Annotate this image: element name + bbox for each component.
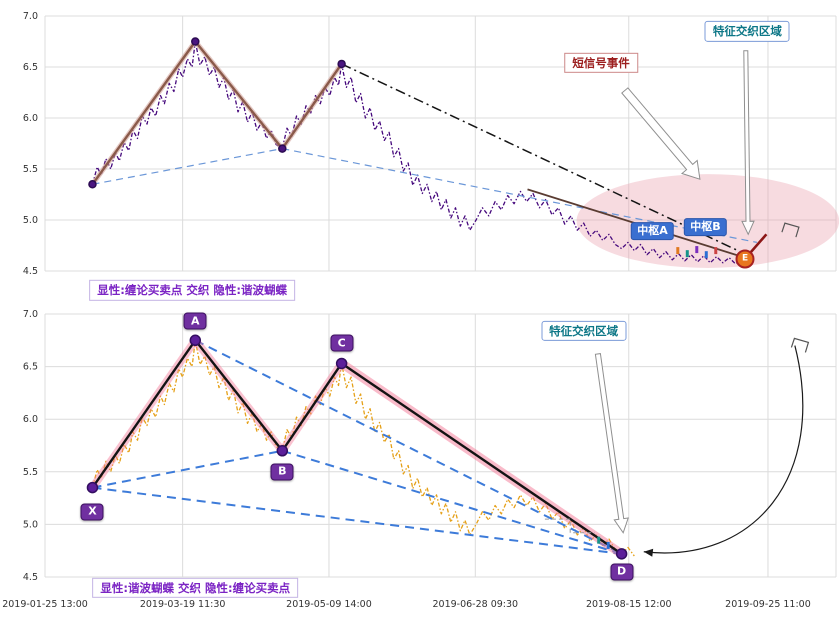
pivot-dot — [337, 59, 346, 69]
curved-pointer-arrow — [643, 345, 804, 554]
dash-bd — [282, 449, 622, 555]
x-tick-label: 2019-08-15 12:00 — [586, 599, 672, 610]
feature-zone-label-bottom: 特征交织区域 — [541, 320, 627, 342]
tiny-signal-mark — [695, 246, 699, 254]
leg-xa — [91, 339, 197, 489]
y-tick-label: 7.0 — [23, 309, 38, 320]
y-tick-label: 5.0 — [23, 519, 38, 530]
blue-guide-2 — [282, 148, 758, 243]
y-tick-label: 5.5 — [23, 467, 38, 478]
point-a-label: A — [183, 312, 207, 330]
y-tick-label: 5.0 — [23, 215, 38, 226]
pivot-dot — [86, 481, 99, 494]
y-tick-label: 4.5 — [23, 266, 38, 277]
leg-cd — [340, 362, 623, 555]
annotation-arrow — [621, 87, 701, 180]
trend-bc — [281, 63, 343, 150]
tiny-signal-mark — [606, 541, 610, 549]
leg-ab — [194, 339, 284, 452]
pivot-dot — [191, 37, 200, 46]
tiny-signal-mark — [597, 536, 601, 544]
short-signal-event-label: 短信号事件 — [564, 52, 638, 74]
dash-xb — [92, 449, 283, 489]
trend-xa — [91, 40, 197, 186]
annotation-arrow — [594, 353, 629, 534]
trend-ab — [194, 40, 284, 150]
pivot-dot — [615, 548, 628, 560]
tiny-signal-mark — [714, 247, 718, 255]
y-tick-label: 4.5 — [23, 572, 38, 583]
pivot-dot — [189, 334, 202, 347]
signal-dashdot — [341, 63, 747, 256]
y-tick-label: 6.5 — [23, 362, 38, 373]
range-bracket-icon — [781, 222, 800, 238]
gridlines — [44, 15, 837, 578]
tiny-signal-mark — [676, 247, 680, 255]
legend-top-note: 显性:缠论买卖点 交织 隐性:谐波蝴蝶 — [89, 280, 295, 301]
point-c-label: C — [330, 334, 354, 352]
price-series-bottom — [91, 339, 635, 557]
tiny-signal-mark — [685, 250, 689, 258]
y-tick-label: 6.0 — [23, 414, 38, 425]
legend-bottom-note: 显性:谐波蝴蝶 交织 隐性:缠论买卖点 — [92, 577, 299, 598]
point-b-label: B — [270, 463, 294, 481]
y-tick-label: 6.5 — [23, 62, 38, 73]
x-tick-label: 2019-06-28 09:30 — [432, 599, 518, 610]
pivot-zone-a-label: 中枢A — [631, 222, 674, 241]
y-tick-label: 7.0 — [23, 11, 38, 22]
tiny-signal-mark — [704, 251, 708, 259]
panel-top — [88, 37, 839, 268]
x-tick-label: 2019-05-09 14:00 — [286, 599, 372, 610]
range-bracket-icon — [790, 337, 810, 353]
feature-zone-label-top: 特征交织区域 — [704, 21, 790, 42]
price-series-top — [91, 40, 746, 265]
point-d-label: D — [610, 563, 634, 581]
curved-arrow-head — [643, 548, 654, 557]
pivot-dot — [278, 144, 287, 153]
panel-bottom — [86, 334, 810, 560]
x-tick-label: 2019-09-25 11:00 — [725, 599, 811, 610]
y-tick-label: 5.5 — [23, 164, 38, 175]
pivot-dot — [335, 357, 348, 370]
blue-guide-1 — [92, 148, 283, 185]
leg-bc — [281, 362, 343, 452]
point-x-label: X — [80, 503, 104, 521]
y-tick-label: 6.0 — [23, 113, 38, 124]
pivot-dot — [88, 180, 97, 189]
dash-ad — [194, 339, 623, 555]
gray-mini — [544, 518, 595, 534]
pivot-zone-b-label: 中枢B — [684, 218, 727, 236]
x-tick-label: 2019-03-19 11:30 — [140, 599, 226, 610]
point-e-marker: E — [735, 249, 755, 269]
x-tick-label: 2019-01-25 13:00 — [2, 599, 88, 610]
axis-labels: 4.5 5.0 5.5 6.0 6.5 7.0 4.5 5.0 5.5 6.0 6.5 7.0 2019… — [2, 11, 811, 610]
annotation-arrow — [741, 50, 755, 236]
pivot-dot — [276, 445, 289, 457]
